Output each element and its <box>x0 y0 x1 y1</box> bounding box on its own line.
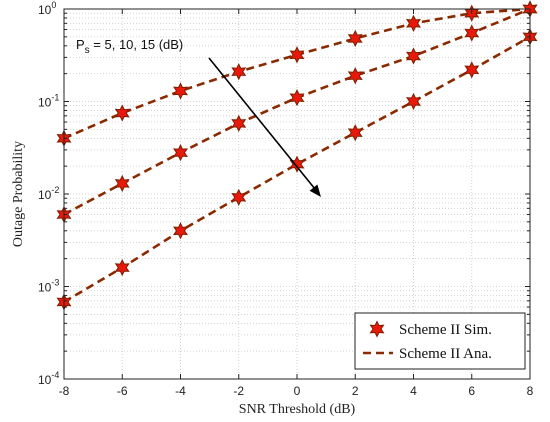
x-tick-label: -2 <box>233 384 244 398</box>
legend: Scheme II Sim. Scheme II Ana. <box>355 313 525 369</box>
legend-label: Scheme II Ana. <box>399 346 492 362</box>
x-tick-label: -4 <box>175 384 186 398</box>
y-tick-base: 10 <box>38 281 52 295</box>
data-point <box>116 260 129 275</box>
annotation-text: Ps = 5, 10, 15 (dB) <box>76 37 183 56</box>
data-point <box>232 64 245 79</box>
data-point <box>174 223 187 238</box>
y-tick-exponent: -4 <box>51 370 59 380</box>
y-tick-label: 100 <box>38 0 56 17</box>
annotation-rest: = 5, 10, 15 (dB) <box>90 37 184 52</box>
x-tick-label: 0 <box>294 384 301 398</box>
y-tick-label: 10-4 <box>38 370 59 387</box>
data-point <box>291 90 304 105</box>
y-tick-base: 10 <box>38 188 52 202</box>
data-point <box>174 145 187 160</box>
y-axis-label: Outage Probability <box>11 141 26 247</box>
arrow-line <box>209 58 315 189</box>
data-point <box>407 94 420 109</box>
data-point <box>465 26 478 41</box>
data-point <box>407 49 420 64</box>
y-tick-label: 10-1 <box>38 93 59 110</box>
data-point <box>232 190 245 205</box>
x-tick-label: 8 <box>527 384 534 398</box>
annotation-prefix: P <box>76 37 85 52</box>
y-tick-label: 10-2 <box>38 185 59 202</box>
x-tick-label: -6 <box>117 384 128 398</box>
data-point <box>232 116 245 131</box>
y-tick-exponent: -1 <box>51 93 59 103</box>
data-point <box>349 125 362 140</box>
data-point <box>291 47 304 62</box>
y-tick-base: 10 <box>38 373 52 387</box>
x-tick-label: 4 <box>410 384 417 398</box>
legend-label: Scheme II Sim. <box>399 322 492 338</box>
data-point <box>116 176 129 191</box>
y-tick-exponent: 0 <box>51 0 56 10</box>
data-point <box>174 83 187 98</box>
arrow-head <box>310 185 321 197</box>
y-tick-exponent: -2 <box>51 185 59 195</box>
data-point <box>349 31 362 46</box>
x-tick-label: 6 <box>468 384 475 398</box>
data-point <box>349 68 362 83</box>
y-tick-exponent: -3 <box>51 278 59 288</box>
x-tick-label: -8 <box>59 384 70 398</box>
data-point <box>291 157 304 172</box>
data-point <box>465 62 478 77</box>
x-tick-label: 2 <box>352 384 359 398</box>
y-tick-base: 10 <box>38 96 52 110</box>
y-tick-label: 10-3 <box>38 278 59 295</box>
x-axis-label: SNR Threshold (dB) <box>239 402 356 417</box>
data-point <box>116 106 129 121</box>
y-tick-base: 10 <box>38 3 52 17</box>
